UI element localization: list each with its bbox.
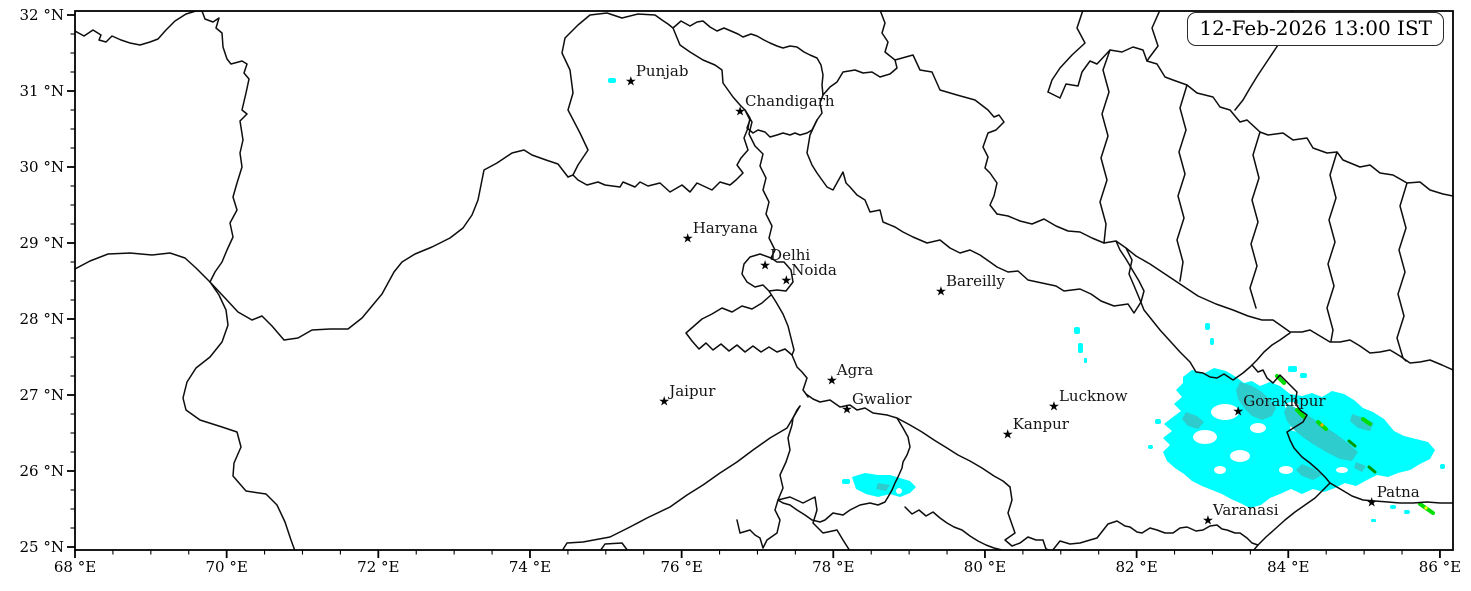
city-marker-star: ★: [1365, 495, 1378, 511]
city-marker-star: ★: [841, 402, 853, 418]
city-label: Lucknow: [1058, 387, 1128, 406]
plot-frame: [74, 10, 1454, 551]
x-tick-label: 78 °E: [812, 558, 855, 576]
x-tick-label: 74 °E: [508, 558, 552, 576]
city-marker-star: ★: [681, 231, 694, 247]
city-marker-star: ★: [825, 373, 838, 389]
y-tick-label: 29 °N: [19, 234, 64, 252]
city-label: Varanasi: [1212, 501, 1279, 520]
city-label: Agra: [836, 361, 874, 380]
y-tick-label: 30 °N: [19, 158, 64, 176]
city-marker-star: ★: [1232, 404, 1245, 420]
city-label: Haryana: [692, 219, 758, 238]
city-label: Kanpur: [1012, 415, 1069, 434]
city-label: Noida: [791, 261, 837, 279]
x-tick-label: 68 °E: [53, 558, 97, 576]
city-label: Chandigarh: [745, 92, 835, 111]
y-tick-label: 27 °N: [19, 386, 64, 404]
timestamp-text: 12-Feb-2026 13:00 IST: [1199, 16, 1432, 40]
city-marker-star: ★: [935, 284, 947, 300]
x-tick-label: 72 °E: [357, 558, 400, 576]
y-tick-label: 28 °N: [19, 310, 64, 328]
city-marker-star: ★: [1048, 399, 1060, 415]
city-marker-star: ★: [1001, 427, 1014, 443]
city-label: Gorakhpur: [1243, 391, 1326, 410]
city-label: Jaipur: [669, 381, 716, 400]
city-label: Punjab: [635, 61, 689, 80]
x-tick-label: 84 °E: [1267, 558, 1310, 576]
y-tick-label: 31 °N: [19, 82, 64, 100]
y-tick-label: 26 °N: [19, 462, 64, 480]
city-label: Delhi: [770, 245, 811, 264]
city-marker-star: ★: [780, 273, 793, 289]
precipitation-layer: [608, 78, 1445, 522]
x-tick-label: 86 °E: [1418, 558, 1462, 576]
y-tick-label: 32 °N: [19, 6, 64, 24]
y-tick-label: 25 °N: [19, 538, 64, 556]
city-label: Bareilly: [945, 271, 1005, 290]
city-label: Patna: [1376, 482, 1420, 501]
city-marker-star: ★: [658, 394, 671, 410]
state-boundaries: [75, 11, 1453, 550]
timestamp-badge: 12-Feb-2026 13:00 IST: [1187, 12, 1444, 46]
city-marker-star: ★: [625, 74, 637, 90]
x-tick-label: 76 °E: [660, 558, 703, 576]
city-marker-star: ★: [1202, 513, 1214, 529]
x-tick-label: 80 °E: [963, 558, 1007, 576]
x-tick-label: 82 °E: [1115, 558, 1158, 576]
city-marker-star: ★: [734, 104, 746, 120]
x-tick-label: 70 °E: [205, 558, 248, 576]
city-label: Gwalior: [851, 390, 912, 409]
city-marker-star: ★: [759, 258, 771, 274]
